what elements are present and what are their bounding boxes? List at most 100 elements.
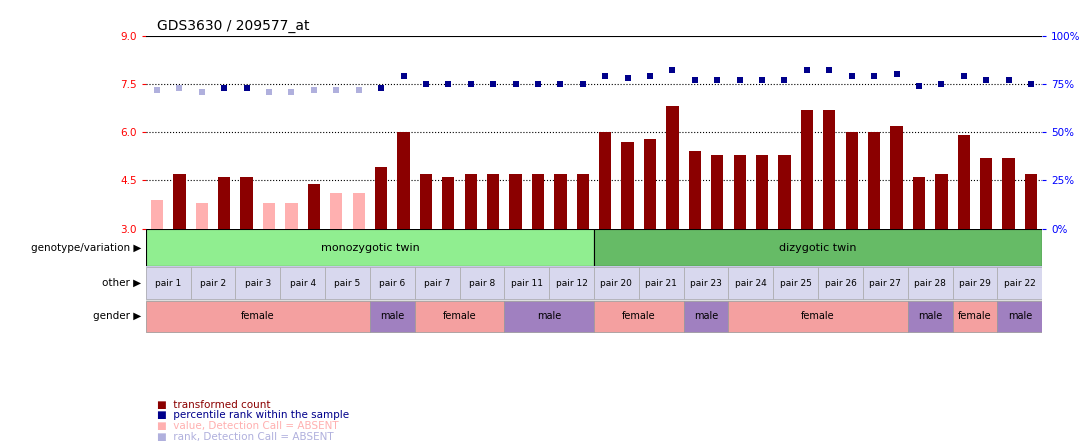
Bar	[958, 135, 970, 229]
Bar	[800, 110, 813, 229]
Text: gender ▶: gender ▶	[93, 311, 141, 321]
Bar	[953, 301, 998, 332]
Text: pair 26: pair 26	[824, 278, 856, 288]
Bar	[868, 132, 880, 229]
Bar	[510, 174, 522, 229]
Bar	[998, 301, 1042, 332]
Text: pair 24: pair 24	[735, 278, 767, 288]
Bar	[191, 267, 235, 299]
Bar	[146, 301, 369, 332]
Bar	[779, 155, 791, 229]
Text: male: male	[918, 311, 942, 321]
Text: pair 21: pair 21	[645, 278, 677, 288]
Bar	[554, 174, 567, 229]
Bar	[464, 174, 477, 229]
Text: pair 27: pair 27	[869, 278, 902, 288]
Bar	[684, 267, 729, 299]
Bar	[689, 151, 701, 229]
Bar	[644, 139, 657, 229]
Text: male: male	[380, 311, 404, 321]
Bar	[756, 155, 768, 229]
Text: female: female	[241, 311, 274, 321]
Text: male: male	[1008, 311, 1031, 321]
Bar	[375, 167, 388, 229]
Bar	[980, 158, 993, 229]
Bar	[577, 174, 589, 229]
Bar	[913, 177, 926, 229]
Bar	[241, 177, 253, 229]
Bar	[733, 155, 746, 229]
Bar	[370, 267, 415, 299]
Bar	[684, 301, 729, 332]
Bar	[594, 229, 1042, 266]
Bar	[397, 132, 409, 229]
Bar	[594, 301, 684, 332]
Bar	[1002, 158, 1015, 229]
Text: ■  rank, Detection Call = ABSENT: ■ rank, Detection Call = ABSENT	[157, 432, 334, 442]
Bar	[195, 203, 208, 229]
Bar	[330, 193, 342, 229]
Bar	[729, 267, 773, 299]
Bar	[146, 229, 594, 266]
Text: female: female	[622, 311, 656, 321]
Text: pair 12: pair 12	[555, 278, 588, 288]
Text: pair 23: pair 23	[690, 278, 723, 288]
Bar	[531, 174, 544, 229]
Text: pair 8: pair 8	[469, 278, 495, 288]
Bar	[729, 301, 907, 332]
Bar	[1025, 174, 1037, 229]
Text: pair 25: pair 25	[780, 278, 812, 288]
Text: ■  transformed count: ■ transformed count	[157, 400, 270, 410]
Bar	[420, 174, 432, 229]
Bar	[325, 267, 369, 299]
Text: male: male	[537, 311, 562, 321]
Bar	[846, 132, 858, 229]
Text: dizygotic twin: dizygotic twin	[780, 242, 856, 253]
Bar	[460, 267, 504, 299]
Bar	[281, 267, 325, 299]
Text: male: male	[694, 311, 718, 321]
Bar	[639, 267, 684, 299]
Bar	[711, 155, 724, 229]
Bar	[599, 132, 611, 229]
Bar	[908, 267, 953, 299]
Text: pair 5: pair 5	[335, 278, 361, 288]
Bar	[773, 267, 819, 299]
Text: female: female	[443, 311, 476, 321]
Bar	[594, 267, 639, 299]
Bar	[151, 200, 163, 229]
Text: pair 20: pair 20	[600, 278, 633, 288]
Bar	[998, 267, 1042, 299]
Bar	[908, 301, 953, 332]
Text: pair 4: pair 4	[289, 278, 315, 288]
Text: pair 6: pair 6	[379, 278, 405, 288]
Text: genotype/variation ▶: genotype/variation ▶	[31, 242, 141, 253]
Text: pair 11: pair 11	[511, 278, 543, 288]
Text: GDS3630 / 209577_at: GDS3630 / 209577_at	[157, 19, 309, 33]
Bar	[262, 203, 275, 229]
Text: pair 29: pair 29	[959, 278, 991, 288]
Bar	[819, 267, 863, 299]
Bar	[953, 267, 998, 299]
Bar	[504, 301, 594, 332]
Text: female: female	[801, 311, 835, 321]
Bar	[442, 177, 455, 229]
Bar	[308, 184, 320, 229]
Bar	[218, 177, 230, 229]
Bar	[173, 174, 186, 229]
Bar	[352, 193, 365, 229]
Bar	[890, 126, 903, 229]
Bar	[285, 203, 298, 229]
Text: pair 7: pair 7	[424, 278, 450, 288]
Bar	[415, 267, 460, 299]
Text: pair 3: pair 3	[245, 278, 271, 288]
Text: pair 2: pair 2	[200, 278, 226, 288]
Bar	[235, 267, 281, 299]
Bar	[935, 174, 947, 229]
Bar	[504, 267, 550, 299]
Bar	[550, 267, 594, 299]
Bar	[666, 106, 678, 229]
Text: other ▶: other ▶	[103, 278, 141, 288]
Text: pair 28: pair 28	[914, 278, 946, 288]
Text: ■  percentile rank within the sample: ■ percentile rank within the sample	[157, 410, 349, 420]
